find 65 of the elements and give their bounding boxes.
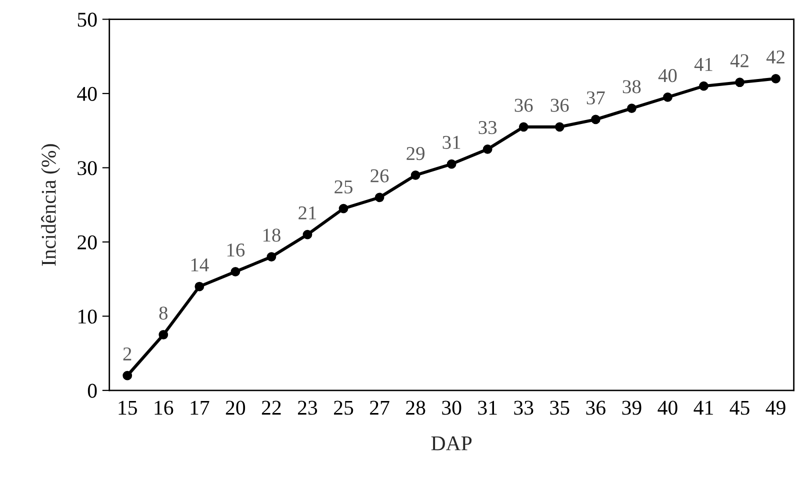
x-axis-title: DAP (431, 436, 472, 450)
point (266, 252, 276, 262)
point (338, 204, 348, 214)
data-label: 18 (263, 228, 280, 242)
data-label: 38 (622, 80, 641, 94)
point (735, 78, 744, 88)
x-tick-label: 30 (442, 400, 462, 415)
x-tick-label: 36 (586, 400, 606, 415)
y-tick-label: 50 (78, 12, 97, 27)
y-tick-label: 10 (78, 310, 97, 324)
y-tick-label: 0 (88, 384, 97, 398)
point (590, 114, 600, 124)
point (302, 230, 312, 240)
x-tick-label: 35 (550, 400, 570, 415)
data-label: 37 (586, 91, 605, 104)
x-tick-label: 39 (622, 400, 642, 415)
x-tick-label: 27 (370, 400, 390, 415)
x-tick-label: 41 (694, 400, 713, 415)
data-label: 25 (334, 180, 352, 194)
x-tick-label: 25 (334, 400, 354, 415)
x-tick-label: 22 (262, 400, 281, 415)
x-tick-label: 28 (406, 400, 426, 415)
data-label: 14 (191, 258, 209, 272)
data-label: 40 (658, 69, 677, 82)
point (122, 370, 132, 380)
x-tick-label: 20 (226, 400, 246, 415)
data-label: 8 (159, 306, 168, 320)
point (554, 122, 564, 132)
point (518, 122, 528, 132)
data-label: 29 (406, 147, 424, 160)
point (771, 74, 780, 84)
point (158, 330, 168, 340)
point (699, 81, 708, 91)
x-tick-label: 16 (154, 400, 174, 415)
data-label: 33 (478, 121, 497, 134)
x-tick-label: 15 (118, 400, 137, 415)
data-label: 21 (298, 206, 316, 220)
data-label: 42 (766, 50, 784, 64)
x-tick-label: 49 (766, 400, 786, 415)
y-tick-label: 40 (77, 86, 97, 101)
x-tick-label: 45 (730, 400, 750, 415)
data-label: 26 (370, 169, 389, 182)
data-label: 16 (227, 244, 245, 257)
x-tick-label: 33 (514, 400, 534, 415)
point (663, 92, 672, 102)
data-label: 42 (730, 54, 748, 68)
point (194, 282, 204, 292)
data-label: 31 (442, 136, 460, 149)
y-axis-title: Incidência (%) (41, 144, 60, 266)
point (482, 144, 492, 154)
point (230, 266, 240, 276)
data-label: 36 (550, 98, 569, 112)
data-label: 41 (694, 58, 712, 71)
x-tick-label: 23 (298, 400, 318, 415)
x-tick-label: 40 (658, 400, 678, 415)
x-tick-label: 17 (190, 400, 210, 415)
y-tick-label: 20 (78, 235, 97, 250)
point (627, 104, 636, 114)
data-label: 36 (514, 98, 533, 112)
data-label: 2 (123, 347, 132, 360)
point (446, 159, 456, 169)
y-tick-label: 30 (78, 161, 97, 176)
point (374, 192, 384, 202)
point (410, 170, 420, 180)
x-tick-label: 31 (478, 400, 497, 415)
